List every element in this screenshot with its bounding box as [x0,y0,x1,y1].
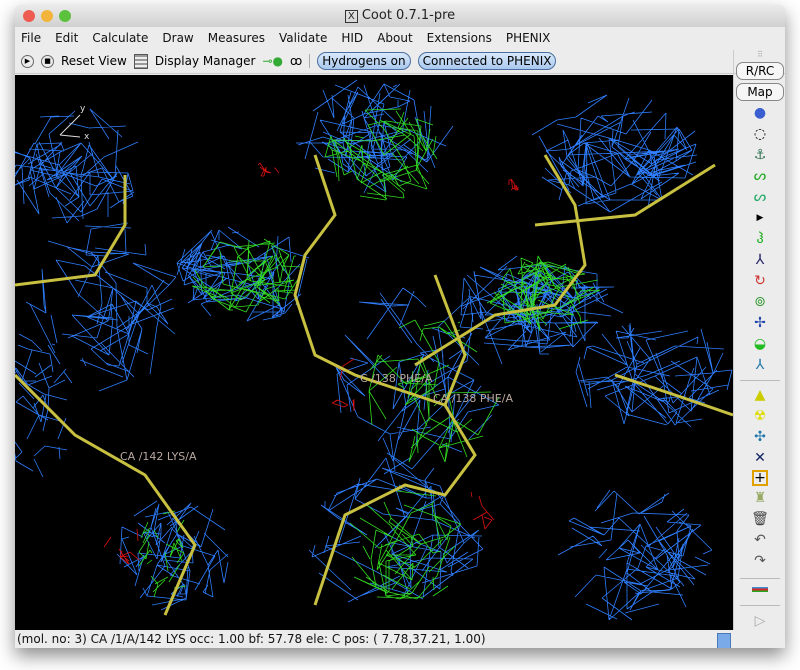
menu-validate[interactable]: Validate [279,31,328,45]
play-icon[interactable]: ▶ [21,54,34,68]
menu-measures[interactable]: Measures [207,31,265,45]
radiation-icon[interactable]: ☢ [753,408,767,425]
map-2fofc-mesh [575,322,733,428]
model-fit-toolbar: ⠿ R/RC Map ● ◌ ⚓ ᔕ ᔕ ▶ ჰ ⅄ ↻ ⊚ ✢ ◒ ⅄ ▲ ☢… [733,50,785,630]
menu-edit[interactable]: Edit [55,31,79,45]
add-atom-icon[interactable]: ✣ [754,429,766,446]
separator [309,54,311,68]
flag-icon[interactable] [752,586,768,592]
model-bond [614,373,733,417]
regularize-icon[interactable]: ᔕ [753,189,767,205]
menu-phenix[interactable]: PHENIX [505,31,551,45]
map-fofc-positive-mesh [349,490,462,600]
x11-icon: X [344,10,358,23]
menu-extensions[interactable]: Extensions [426,31,492,45]
map-fofc-positive-mesh [368,319,500,463]
undo-icon[interactable]: ↶ [754,532,766,549]
map-fofc-positive-mesh [324,108,438,201]
menu-draw[interactable]: Draw [162,31,194,45]
map-fofc-negative-mesh [508,178,519,191]
map-fofc-negative-mesh [257,162,280,177]
go-to-atom-icon[interactable]: ⊸● [262,54,283,68]
add-alt-conf-icon[interactable]: ▲ [754,387,766,404]
map-fofc-negative-mesh [103,528,140,565]
display-manager-icon [133,53,148,69]
menu-hid[interactable]: HID [341,31,364,45]
anchor-icon[interactable]: ⚓ [753,147,767,163]
map-2fofc-mesh [557,489,713,621]
backbone-torsion-icon[interactable]: ⅄ [755,252,765,268]
electron-density-map [15,79,733,621]
y-axis-label: y [80,104,86,114]
map-fofc-negative-mesh [470,491,495,530]
map-fofc-positive-mesh [486,255,601,332]
hydrogens-toggle[interactable]: Hydrogens on [317,52,411,70]
map-2fofc-mesh [308,457,484,603]
real-space-refine-icon[interactable]: ᔕ [753,168,767,184]
refine-rc-button[interactable]: R/RC [736,62,784,80]
status-indicator [717,633,731,648]
title-bar: X Coot 0.7.1-pre [15,5,785,27]
rigid-body-fit-icon[interactable]: ჰ [756,231,764,247]
map-fofc-positive-mesh [138,510,187,598]
menu-bar: File Edit Calculate Draw Measures Valida… [15,27,785,49]
map-button[interactable]: Map [736,83,784,101]
add-terminal-residue-icon[interactable]: ✕ [754,450,766,467]
model-bond [293,154,467,407]
3d-graphics-viewport[interactable]: y x CA /142 LYS/A C /138 PHE/A CA /138 P… [15,75,733,630]
map-2fofc-mesh [459,255,624,355]
redo-icon[interactable]: ↷ [754,553,766,570]
more-arrow-icon[interactable]: ▶ [756,213,764,223]
stop-icon[interactable]: ■ [41,54,54,68]
status-bar: (mol. no: 3) CA /1/A/142 LYS occ: 1.00 b… [17,632,486,646]
map-2fofc-mesh [15,333,73,478]
model-toolbar-icon[interactable]: ꝏ [290,54,303,68]
x-axis-label: x [84,132,90,142]
model-bond [15,175,127,287]
display-manager-button[interactable]: Display Manager [154,54,256,68]
main-toolbar: ▶ ■ Reset View Display Manager ⊸● ꝏ Hydr… [15,49,785,74]
rotate-icon[interactable]: ◌ [753,126,767,142]
atom-label: CA /138 PHE/A [433,392,513,405]
place-atom-icon[interactable]: + [752,470,768,487]
rotamer-icon[interactable]: ↻ [754,273,766,289]
map-2fofc-mesh [15,108,139,224]
model-bond [313,404,477,606]
model-bond [414,154,587,367]
axes-indicator: y x [59,104,90,142]
window-title: Coot 0.7.1-pre [361,8,456,23]
zoom-button[interactable] [59,10,71,22]
rotate-translate-icon[interactable]: ● [753,105,767,121]
map-2fofc-mesh [531,94,698,213]
map-2fofc-mesh [116,500,229,611]
flip-peptide-icon[interactable]: ⅄ [755,357,765,373]
menu-file[interactable]: File [21,31,42,45]
model-bond [534,163,716,227]
side-chain-icon[interactable]: ◒ [753,336,767,352]
delete-icon[interactable]: 🗑 [751,511,769,528]
atom-label: C /138 PHE/A [360,372,433,385]
menu-calculate[interactable]: Calculate [92,31,149,45]
phenix-connection-button[interactable]: Connected to PHENIX [417,52,557,70]
menu-about[interactable]: About [377,31,413,45]
clear-pending-icon[interactable]: ♜ [753,490,767,507]
minimize-button[interactable] [41,10,53,22]
model-bond [15,373,197,616]
drag-handle[interactable]: ⠿ [757,50,763,59]
close-button[interactable] [23,10,35,22]
mutate-icon[interactable]: ✢ [754,315,766,331]
reset-view-button[interactable]: Reset View [61,54,127,68]
map-fofc-positive-mesh [191,238,303,313]
expand-toolbar-icon[interactable]: ▷ [754,613,766,630]
atom-label: CA /142 LYS/A [120,450,197,463]
coot-window: X Coot 0.7.1-pre File Edit Calculate Dra… [15,5,785,648]
map-2fofc-mesh [25,222,177,392]
auto-fit-rotamer-icon[interactable]: ⊚ [754,294,766,310]
